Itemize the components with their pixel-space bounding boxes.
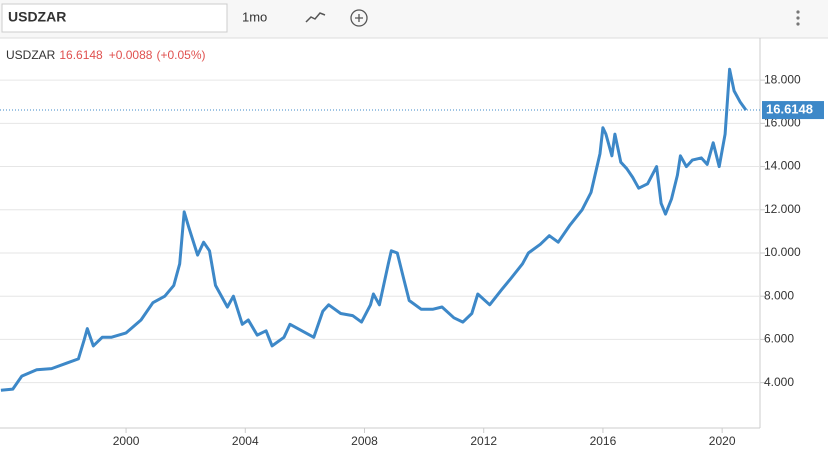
- x-tick-label: 2000: [113, 434, 140, 448]
- chart-type-icon[interactable]: [305, 12, 326, 23]
- symbol-text: USDZAR: [8, 9, 66, 25]
- y-tick-label: 6.000: [764, 332, 794, 346]
- add-icon-plus: [355, 14, 363, 22]
- x-tick-label: 2004: [232, 434, 259, 448]
- quote-header: USDZAR 16.6148 +0.0088 (+0.05%): [6, 48, 205, 62]
- quote-change-pct: (+0.05%): [156, 48, 205, 62]
- menu-icon[interactable]: [796, 10, 800, 26]
- quote-change: +0.0088: [109, 48, 153, 62]
- y-tick-label: 8.000: [764, 288, 794, 302]
- add-icon[interactable]: [350, 9, 368, 27]
- period-button[interactable]: 1mo: [242, 9, 267, 24]
- symbol-input[interactable]: [1, 3, 228, 33]
- y-tick-label: 14.000: [764, 159, 801, 173]
- x-tick-label: 2020: [709, 434, 736, 448]
- last-price-label: 16.6148: [766, 101, 813, 116]
- x-tick-label: 2012: [470, 434, 497, 448]
- y-tick-label: 10.000: [764, 245, 801, 259]
- x-tick-label: 2008: [351, 434, 378, 448]
- y-tick-label: 4.000: [764, 375, 794, 389]
- price-line: [0, 67, 748, 392]
- last-price-box: [762, 101, 824, 120]
- x-tick-label: 2016: [590, 434, 617, 448]
- y-tick-label: 12.000: [764, 202, 801, 216]
- quote-price: 16.6148: [59, 48, 103, 62]
- y-tick-label: 18.000: [764, 72, 801, 86]
- quote-symbol: USDZAR: [6, 48, 56, 62]
